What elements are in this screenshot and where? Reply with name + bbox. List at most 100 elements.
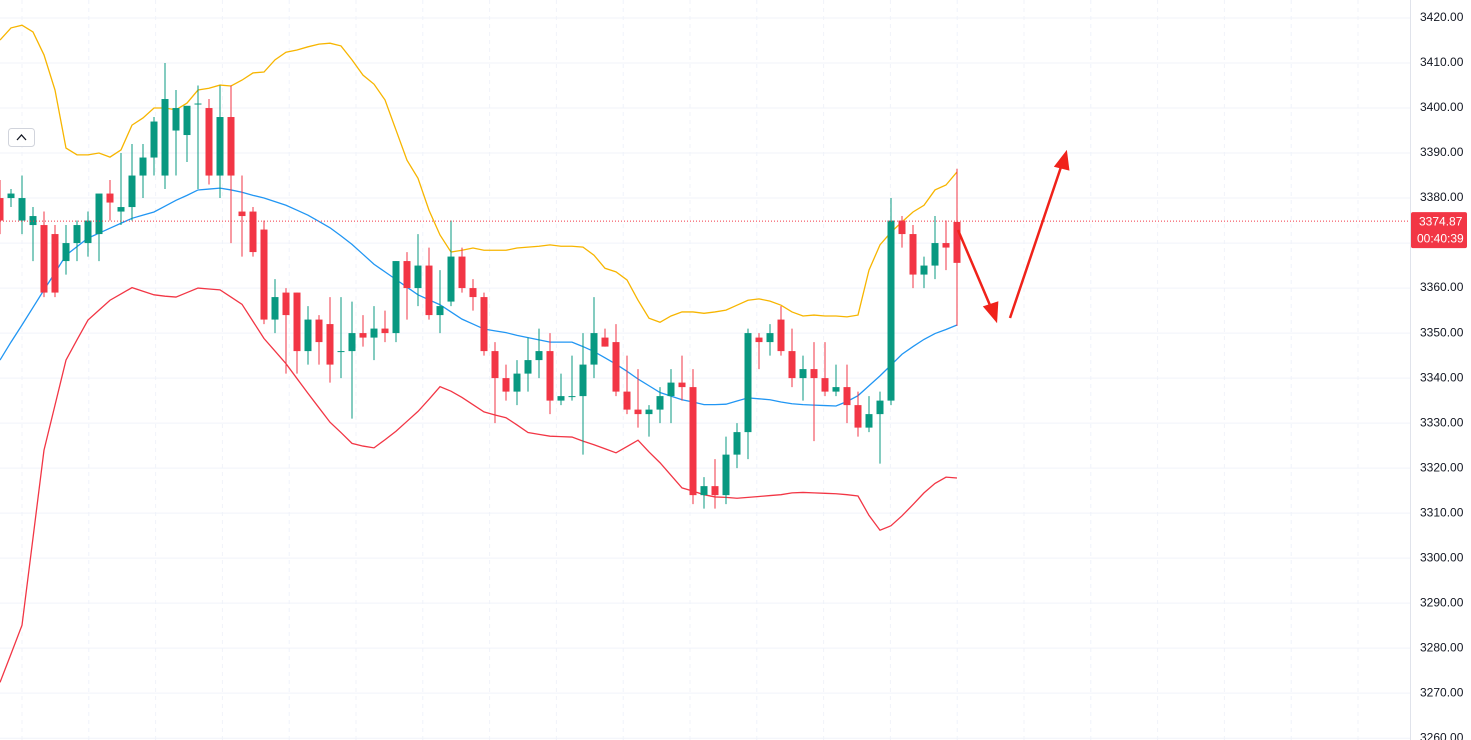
- y-tick-label: 3320.00: [1420, 460, 1464, 474]
- y-tick-label: 3290.00: [1420, 595, 1464, 609]
- candle-body: [0, 198, 4, 221]
- candle-body: [95, 193, 103, 235]
- candle-body: [326, 324, 334, 365]
- candle-body: [568, 396, 576, 398]
- chevron-icon: [16, 134, 27, 141]
- candle-body: [931, 243, 939, 266]
- band-line: [0, 187, 958, 407]
- candle-body: [425, 265, 433, 316]
- annotation-arrows: [956, 149, 1070, 324]
- candle-body: [447, 256, 455, 302]
- candle-body: [304, 319, 312, 352]
- down-arrow-head: [982, 301, 999, 324]
- candle-body: [898, 220, 906, 235]
- button-frame[interactable]: [8, 128, 35, 147]
- y-tick-label: 3310.00: [1420, 505, 1464, 519]
- candle-body: [117, 207, 125, 212]
- candle-body: [315, 319, 323, 343]
- candle-body: [271, 297, 279, 320]
- band-line: [0, 286, 958, 683]
- y-tick-label: 3380.00: [1420, 190, 1464, 204]
- candle-body: [865, 414, 873, 428]
- y-tick-label: 3270.00: [1420, 685, 1464, 699]
- candle-body: [601, 337, 609, 347]
- y-tick-label: 3360.00: [1420, 280, 1464, 294]
- candle-body: [634, 409, 642, 415]
- price-tag: [1411, 212, 1467, 249]
- candle-body: [227, 117, 235, 176]
- candle-body: [282, 292, 290, 316]
- candle-body: [678, 382, 686, 388]
- candle-body: [29, 216, 37, 226]
- grid: [0, 0, 1410, 740]
- candle-body: [359, 333, 367, 338]
- candle-body: [645, 409, 653, 415]
- candle-body: [238, 211, 246, 217]
- y-tick-label: 3410.00: [1420, 55, 1464, 69]
- candle-body: [733, 432, 741, 455]
- candle-body: [469, 288, 477, 298]
- candle-body: [348, 333, 356, 352]
- y-tick-label: 3280.00: [1420, 640, 1464, 654]
- candle-body: [205, 108, 213, 176]
- candle-body: [843, 387, 851, 406]
- candle-body: [172, 108, 180, 131]
- candle-body: [766, 333, 774, 343]
- y-tick-label: 3420.00: [1420, 10, 1464, 24]
- candle-body: [799, 369, 807, 379]
- collapse-button[interactable]: [8, 128, 35, 147]
- candle-body: [689, 387, 697, 496]
- y-tick-label: 3340.00: [1420, 370, 1464, 384]
- band-line: [0, 24, 958, 324]
- candle-body: [84, 220, 92, 244]
- candle-body: [755, 337, 763, 343]
- candle-body: [139, 157, 147, 176]
- candle-body: [777, 319, 785, 352]
- candle-body: [51, 234, 59, 293]
- candle-body: [942, 243, 950, 248]
- candle-body: [73, 225, 81, 244]
- candle-body: [623, 391, 631, 410]
- y-tick-label: 3390.00: [1420, 145, 1464, 159]
- down-arrow: [956, 229, 994, 311]
- plot-area: [0, 24, 1410, 683]
- candle-body: [854, 405, 862, 428]
- candle-body: [656, 396, 664, 410]
- candle-body: [810, 369, 818, 379]
- candle-body: [920, 265, 928, 275]
- candle-body: [524, 360, 532, 374]
- candle-body: [700, 486, 708, 496]
- candle-body: [788, 351, 796, 379]
- candle-body: [458, 256, 466, 289]
- y-tick-label: 3350.00: [1420, 325, 1464, 339]
- candle-body: [403, 261, 411, 289]
- candle-body: [414, 265, 422, 289]
- candle-body: [876, 400, 884, 415]
- candle-body: [832, 387, 840, 392]
- candle-body: [161, 99, 169, 176]
- candle-body: [502, 378, 510, 392]
- up-arrow: [1008, 163, 1064, 319]
- candle-body: [513, 373, 521, 392]
- candle-body: [557, 396, 565, 401]
- candle-body: [392, 261, 400, 334]
- candle-body: [40, 225, 48, 293]
- candle-body: [579, 364, 587, 397]
- candle-body: [194, 103, 202, 105]
- candle-body: [436, 306, 444, 316]
- price-tag-value: 3374.87: [1419, 214, 1463, 228]
- y-tick-label: 3260.00: [1420, 730, 1464, 740]
- candle-body: [293, 292, 301, 352]
- candle-body: [612, 342, 620, 392]
- up-arrow-head: [1053, 149, 1070, 171]
- candle-body: [590, 333, 598, 365]
- candle-body: [128, 175, 136, 208]
- candle-body: [535, 351, 543, 361]
- candle-body: [260, 229, 268, 320]
- candle-body: [183, 105, 191, 136]
- candle-body: [18, 198, 26, 221]
- y-tick-label: 3330.00: [1420, 415, 1464, 429]
- candle-body: [744, 333, 752, 433]
- price-tag-countdown: 00:40:39: [1417, 231, 1464, 245]
